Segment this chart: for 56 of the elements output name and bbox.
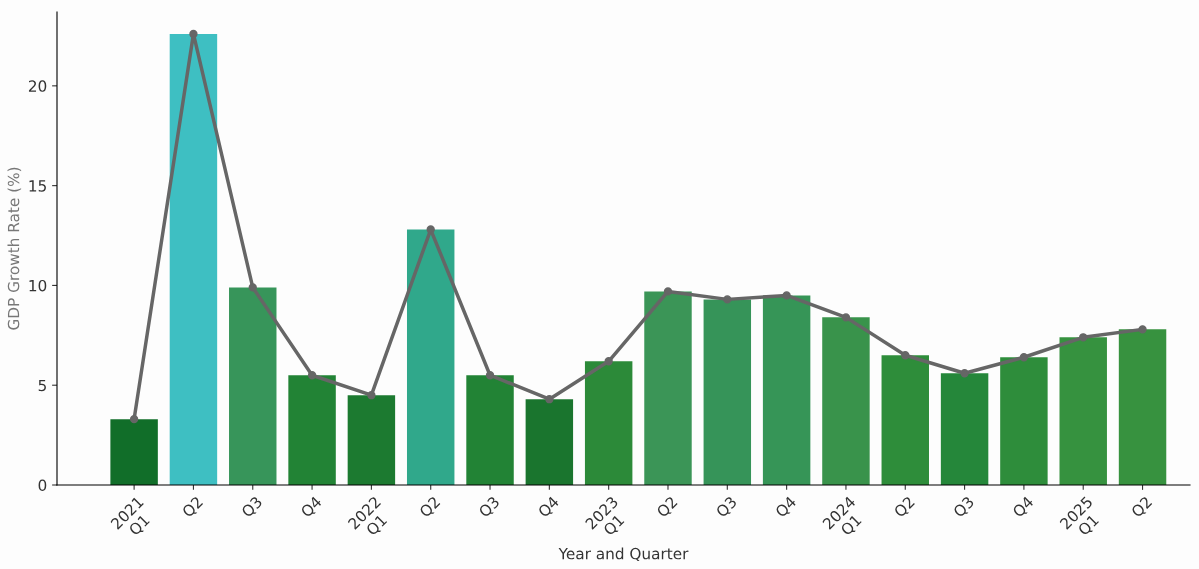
bar xyxy=(1118,329,1167,485)
bar xyxy=(940,373,989,485)
x-tick-label: Q4 xyxy=(1011,495,1036,520)
x-tick-label: Q3 xyxy=(477,495,502,520)
y-axis-title: GDP Growth Rate (%) xyxy=(7,167,22,330)
point xyxy=(426,225,435,234)
x-tick-label: Q2 xyxy=(1130,496,1154,520)
bar xyxy=(1059,337,1107,485)
bar xyxy=(644,291,692,485)
point xyxy=(1138,325,1147,334)
x-tick-label: Q4 xyxy=(537,495,561,520)
x-tick-label: Q3 xyxy=(240,495,264,520)
x-tick-label: Q2 xyxy=(181,496,205,520)
point xyxy=(901,351,910,360)
point xyxy=(545,395,554,404)
x-tick-label: Q3 xyxy=(715,495,739,520)
bar xyxy=(466,375,514,485)
x-tick-label: Q2 xyxy=(655,496,679,520)
x-tick-label: Q2 xyxy=(893,496,917,520)
bar xyxy=(762,295,811,485)
x-axis-title: Year and Quarter xyxy=(558,547,689,562)
y-tick-label: 20 xyxy=(28,80,47,92)
point xyxy=(189,29,198,39)
bar xyxy=(406,229,455,485)
y-tick-label: 10 xyxy=(29,279,47,292)
y-tick-label: 5 xyxy=(38,379,46,392)
point xyxy=(604,357,613,366)
bar xyxy=(288,375,336,485)
point xyxy=(307,371,317,380)
x-tick-label: Q3 xyxy=(952,495,976,520)
y-tick-label: 15 xyxy=(29,180,46,192)
point xyxy=(485,371,495,380)
bar xyxy=(347,395,396,485)
bar xyxy=(584,361,633,485)
point xyxy=(1019,353,1029,362)
point xyxy=(367,391,376,400)
x-tick-label: Q4 xyxy=(774,495,799,520)
point xyxy=(960,369,969,378)
point xyxy=(129,414,139,424)
point xyxy=(723,295,732,304)
bar xyxy=(229,287,277,485)
bar xyxy=(525,399,574,485)
bar xyxy=(1000,357,1048,485)
point xyxy=(782,291,791,300)
bar xyxy=(822,317,870,485)
bar xyxy=(169,33,218,485)
y-tick-label: 0 xyxy=(38,479,47,492)
bar xyxy=(881,355,929,485)
point xyxy=(841,313,851,322)
point xyxy=(248,283,257,292)
bar xyxy=(703,299,752,485)
point xyxy=(663,287,673,296)
point xyxy=(1079,333,1088,342)
x-tick-label: Q2 xyxy=(418,496,442,520)
x-tick-label: Q4 xyxy=(299,495,324,520)
bar xyxy=(110,419,158,485)
